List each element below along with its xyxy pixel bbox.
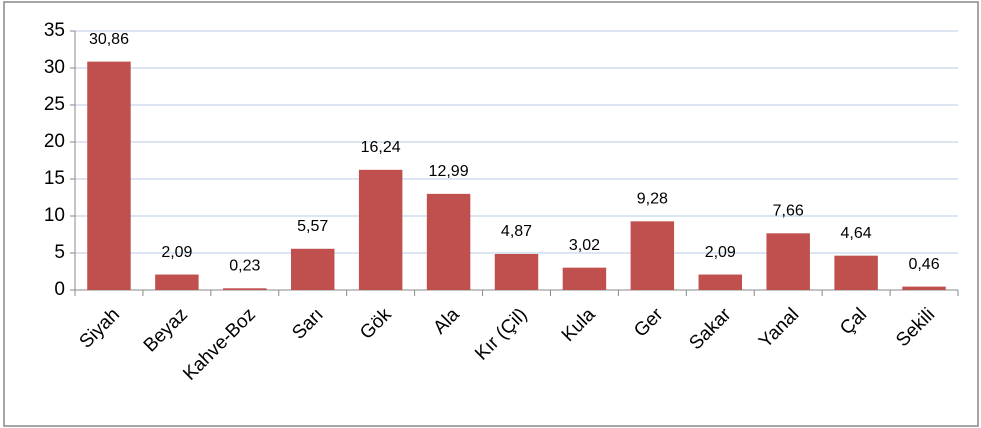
bar bbox=[155, 274, 199, 290]
value-label: 4,64 bbox=[841, 225, 872, 242]
y-tick-label: 10 bbox=[44, 205, 65, 226]
y-tick-label: 0 bbox=[54, 279, 65, 300]
y-tick-label: 15 bbox=[44, 168, 65, 189]
bar bbox=[902, 286, 946, 290]
value-label: 3,02 bbox=[569, 237, 600, 254]
bar bbox=[698, 274, 743, 290]
value-label: 4,87 bbox=[501, 223, 532, 240]
y-tick-label: 20 bbox=[44, 131, 65, 152]
chart-border bbox=[3, 1, 979, 427]
bar bbox=[87, 61, 131, 290]
bar bbox=[562, 267, 607, 290]
y-tick-label: 30 bbox=[44, 57, 65, 78]
bar bbox=[223, 288, 267, 290]
y-tick-label: 5 bbox=[54, 242, 65, 263]
value-label: 16,24 bbox=[361, 139, 401, 156]
bar bbox=[834, 255, 878, 290]
value-label: 12,99 bbox=[429, 163, 469, 180]
bar bbox=[358, 169, 403, 290]
value-label: 5,57 bbox=[297, 218, 328, 235]
value-label: 2,09 bbox=[705, 244, 736, 261]
value-label: 30,86 bbox=[89, 31, 129, 48]
y-tick-label: 25 bbox=[44, 94, 65, 115]
value-label: 7,66 bbox=[773, 203, 804, 220]
bar bbox=[630, 221, 675, 290]
y-tick-label: 35 bbox=[44, 20, 65, 41]
value-label: 0,23 bbox=[229, 258, 260, 275]
bar bbox=[426, 193, 471, 290]
bar bbox=[290, 248, 335, 290]
bar bbox=[766, 233, 810, 290]
bar bbox=[494, 253, 539, 290]
value-label: 9,28 bbox=[637, 191, 668, 208]
value-label: 2,09 bbox=[161, 244, 192, 261]
value-label: 0,46 bbox=[908, 256, 939, 273]
